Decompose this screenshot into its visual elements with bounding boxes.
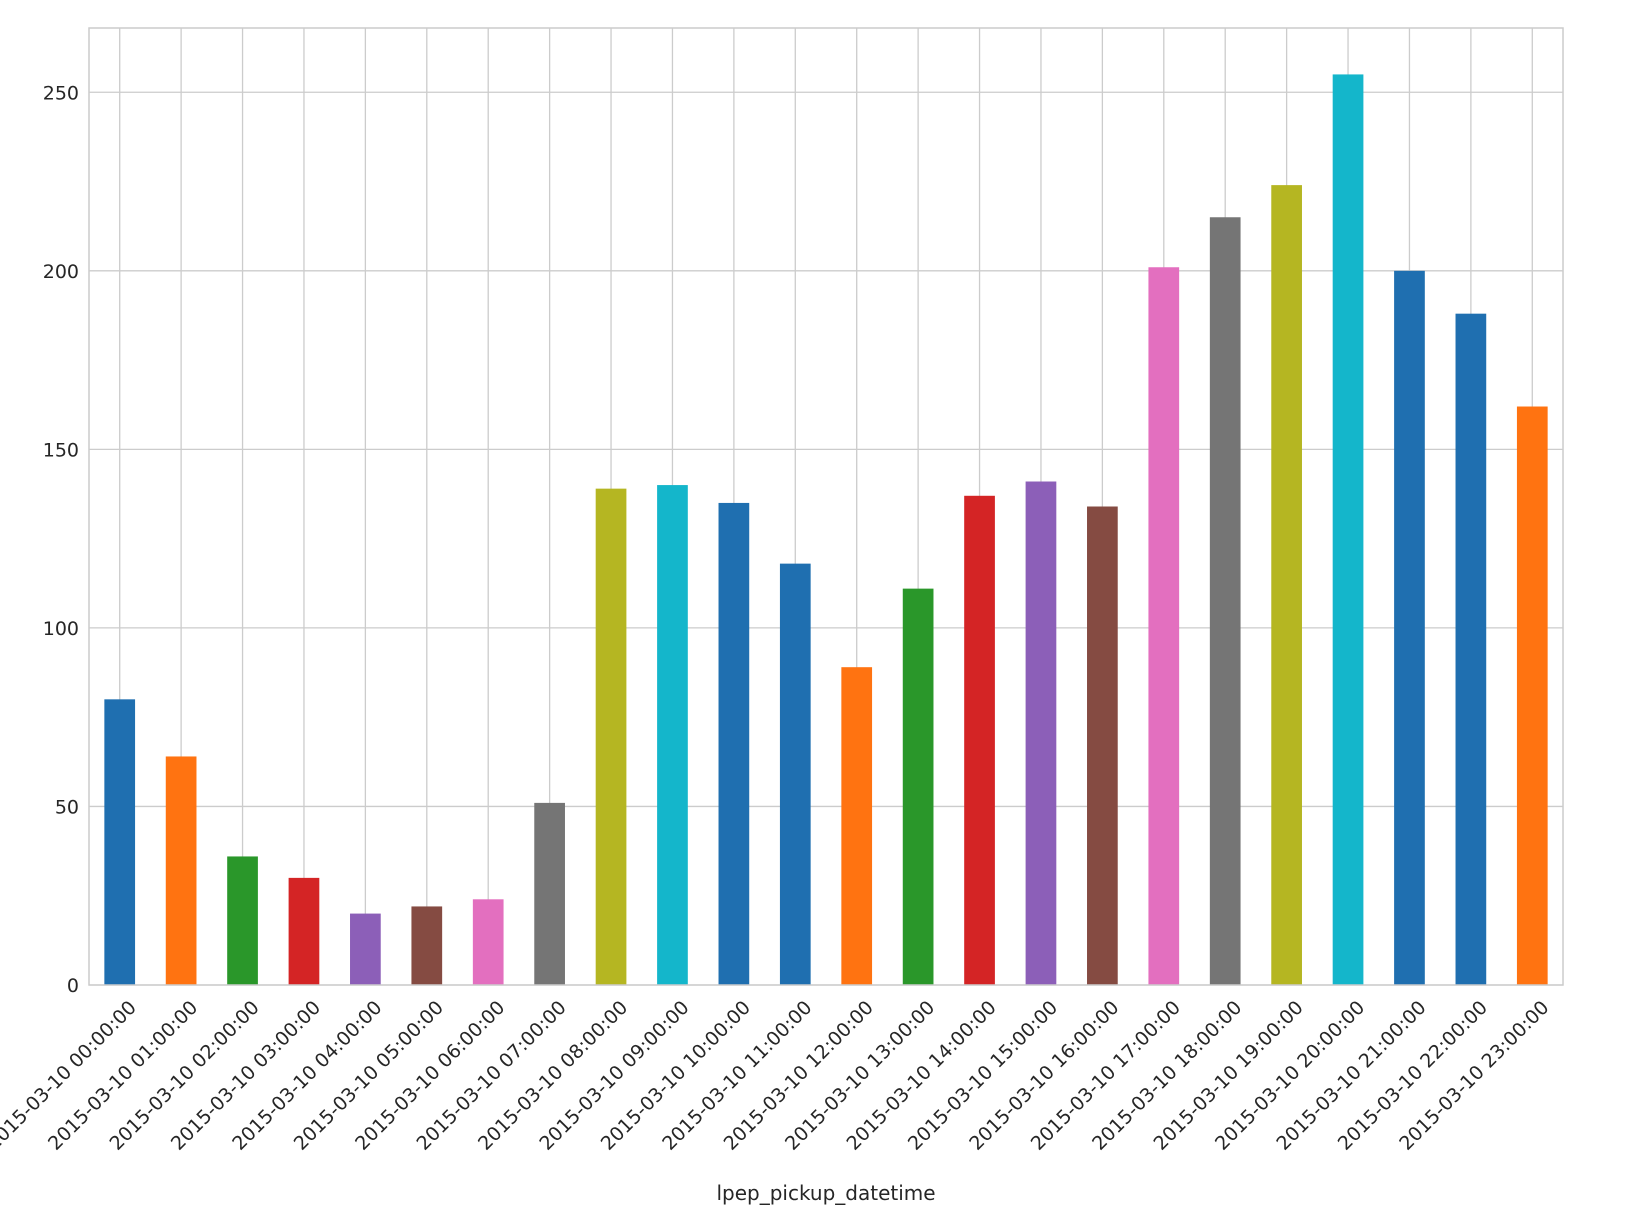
bar-7 <box>534 802 565 985</box>
bar-19 <box>1271 185 1302 986</box>
bar-14 <box>964 495 995 985</box>
bar-18 <box>1209 217 1241 986</box>
bar-20 <box>1332 74 1364 986</box>
bar-22 <box>1455 313 1487 985</box>
bar-12 <box>841 667 873 985</box>
bar-6 <box>472 899 504 985</box>
bar-23 <box>1516 406 1548 986</box>
y-tick-label: 150 <box>43 439 79 461</box>
bar-5 <box>411 906 443 985</box>
bars <box>104 74 1548 986</box>
bar-10 <box>718 502 750 985</box>
bar-17 <box>1148 267 1180 985</box>
y-axis-ticks: 0 50 100 150 200 250 <box>43 82 79 997</box>
y-tick-label: 50 <box>55 796 79 818</box>
bar-2 <box>227 856 258 985</box>
axes-frame <box>88 27 1564 986</box>
y-tick-label: 0 <box>67 975 79 997</box>
bar-1 <box>165 756 197 985</box>
bar-15 <box>1025 481 1057 985</box>
bar-9 <box>657 485 688 985</box>
bar-0 <box>104 699 136 985</box>
bar-21 <box>1394 270 1425 985</box>
y-tick-label: 100 <box>43 618 79 640</box>
bar-3 <box>288 877 320 985</box>
bar-16 <box>1087 506 1118 985</box>
y-tick-label: 200 <box>43 261 79 283</box>
y-tick-label: 250 <box>43 82 79 104</box>
bar-4 <box>350 913 381 985</box>
bar-11 <box>779 563 811 985</box>
bar-13 <box>902 588 934 985</box>
bar-8 <box>595 488 627 985</box>
plot-frame <box>88 27 1564 986</box>
x-axis-label: lpep_pickup_datetime <box>716 1181 935 1205</box>
